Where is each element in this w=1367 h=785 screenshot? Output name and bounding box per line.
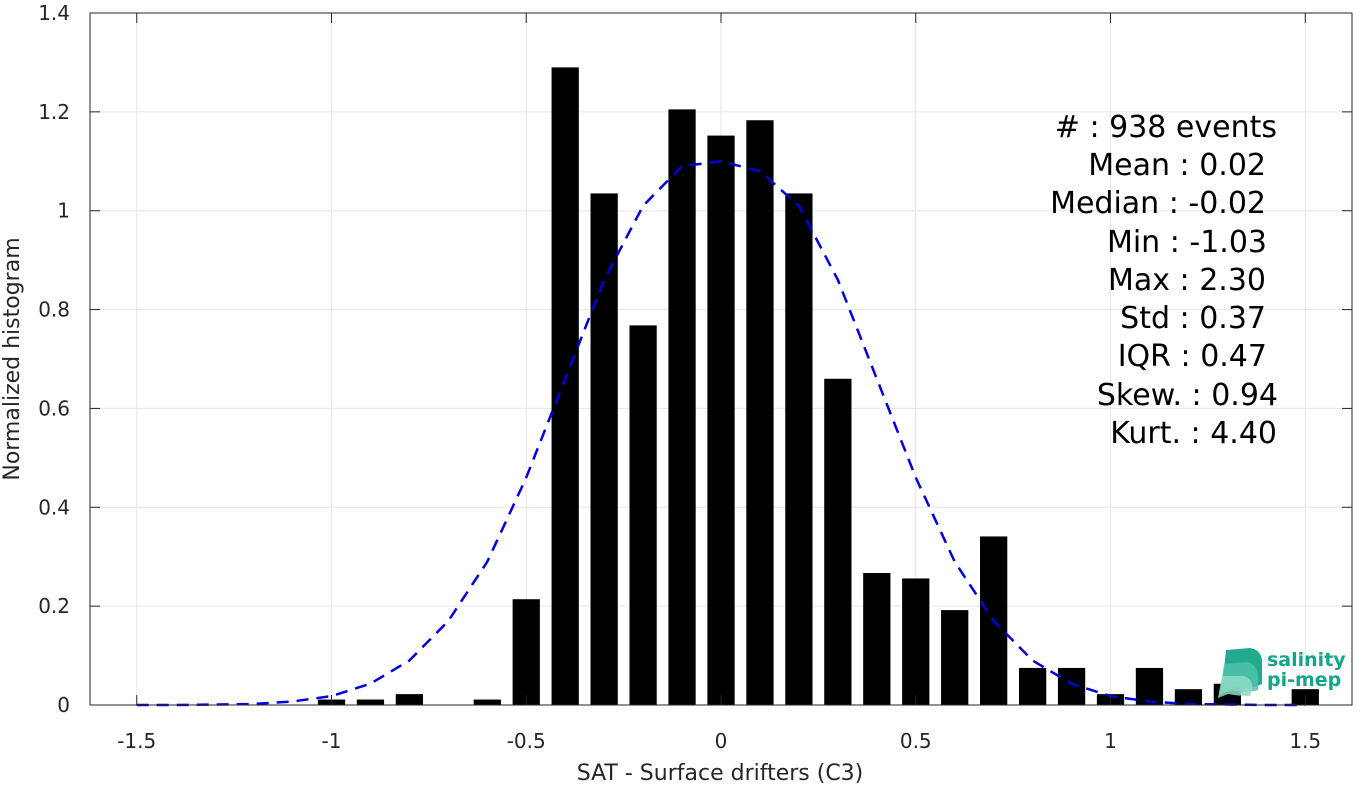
histogram-bar bbox=[590, 193, 618, 705]
histogram-bar bbox=[863, 573, 891, 705]
stat-iqr: IQR : 0.47 bbox=[1118, 339, 1267, 374]
histogram-bar bbox=[395, 694, 424, 705]
logo-line-2: pi-mep bbox=[1267, 669, 1341, 691]
histogram-bar bbox=[356, 699, 385, 705]
stat-skew: Skew. : 0.94 bbox=[1097, 378, 1278, 413]
y-tick-label: 0.4 bbox=[38, 495, 70, 519]
histogram-bar bbox=[902, 578, 930, 705]
tick-labels: -1.5 -1 -0.5 0 0.5 1 1.5 0 0.2 0.4 0.6 0.8 1 1.2 1.4 bbox=[38, 1, 1321, 753]
stat-max: Max : 2.30 bbox=[1108, 263, 1266, 298]
stat-std: Std : 0.37 bbox=[1120, 301, 1266, 336]
histogram-bar bbox=[1018, 667, 1047, 705]
histogram-bar bbox=[746, 120, 774, 705]
y-tick-label: 0.8 bbox=[38, 298, 70, 322]
x-tick-label: 0.5 bbox=[900, 729, 932, 753]
axes bbox=[89, 12, 1353, 706]
histogram-bar bbox=[1057, 667, 1086, 705]
y-tick-label: 0.2 bbox=[38, 594, 70, 618]
histogram-bar bbox=[1174, 689, 1203, 705]
histogram-bar bbox=[473, 699, 501, 705]
histogram-bar bbox=[785, 193, 813, 705]
x-tick-label: 1.5 bbox=[1289, 729, 1321, 753]
y-tick-label: 1 bbox=[57, 199, 70, 223]
stat-mean: Mean : 0.02 bbox=[1088, 148, 1266, 183]
y-tick-label: 1.2 bbox=[38, 100, 70, 124]
histogram-bar bbox=[629, 325, 657, 705]
histogram-bar bbox=[512, 599, 540, 705]
x-axis-label: SAT - Surface drifters (C3) bbox=[577, 761, 864, 785]
y-tick-label: 0 bbox=[57, 693, 70, 717]
histogram-bar bbox=[824, 378, 852, 705]
x-tick-label: -1.5 bbox=[117, 729, 156, 753]
x-tick-label: -1 bbox=[322, 729, 342, 753]
x-tick-label: 0 bbox=[715, 729, 728, 753]
stat-kurt: Kurt. : 4.40 bbox=[1110, 416, 1277, 451]
y-axis-label: Normalized histogram bbox=[0, 237, 25, 480]
x-tick-label: 1 bbox=[1104, 729, 1117, 753]
stat-min: Min : -1.03 bbox=[1107, 225, 1267, 260]
bars bbox=[317, 67, 1319, 705]
salinity-pi-mep-logo: salinity pi-mep bbox=[1218, 648, 1346, 698]
histogram-bar bbox=[941, 610, 969, 705]
histogram-bar bbox=[668, 109, 696, 705]
y-tick-label: 0.6 bbox=[38, 396, 70, 420]
y-tick-label: 1.4 bbox=[38, 1, 70, 25]
stat-events: # : 938 events bbox=[1055, 110, 1277, 145]
stats-annotation: # : 938 events Mean : 0.02 Median : -0.0… bbox=[1050, 110, 1278, 451]
x-tick-label: -0.5 bbox=[507, 729, 546, 753]
histogram-bar bbox=[551, 67, 579, 705]
logo-waves-icon bbox=[1218, 648, 1262, 698]
logo-line-1: salinity bbox=[1267, 649, 1346, 671]
stat-median: Median : -0.02 bbox=[1050, 186, 1266, 221]
histogram-bar bbox=[707, 135, 735, 705]
histogram-bar bbox=[1135, 667, 1164, 705]
